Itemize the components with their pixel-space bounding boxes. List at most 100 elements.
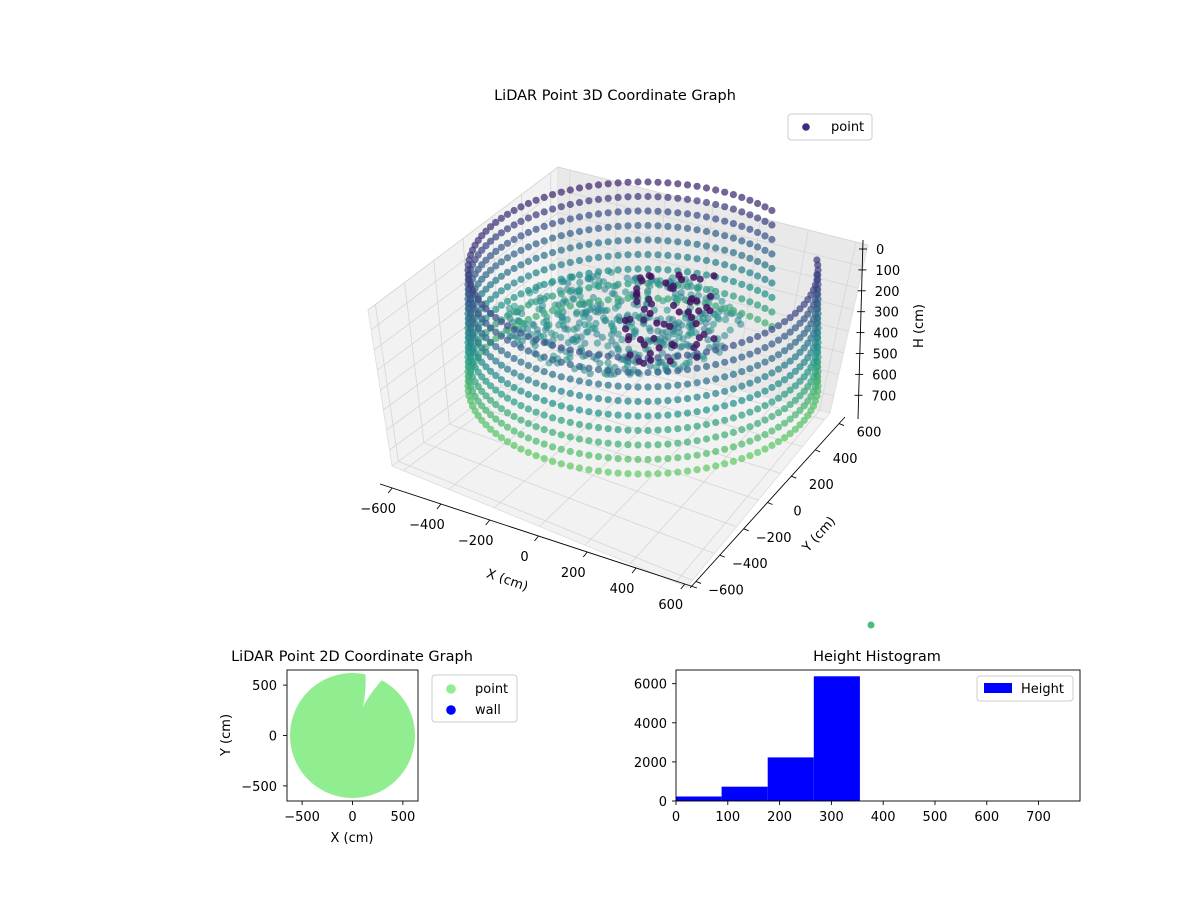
data-point-3d <box>532 365 540 373</box>
data-point-3d <box>754 405 762 413</box>
data-point-3d <box>585 255 593 263</box>
data-point-3d <box>575 362 584 371</box>
data-point-3d <box>540 193 548 201</box>
data-point-3d <box>549 443 557 451</box>
hist-x-tick-label: 700 <box>1026 810 1051 825</box>
data-point-3d <box>594 351 603 359</box>
x-tick-mark <box>534 535 539 542</box>
data-point-3d <box>693 197 701 205</box>
data-point-3d <box>664 368 672 376</box>
data-point-3d <box>774 438 783 446</box>
data-point-3d <box>594 253 603 261</box>
data-point-3d <box>510 340 518 348</box>
data-point-3d <box>645 295 653 303</box>
grid-y-floor <box>398 460 693 581</box>
data-point-3d <box>683 438 692 446</box>
data-point-3d <box>532 283 540 291</box>
data-point-3d <box>572 310 581 318</box>
data-point-3d <box>604 194 612 202</box>
data-point-3d <box>603 306 611 314</box>
data-point-3d <box>524 243 533 251</box>
data-point-3d <box>624 455 632 463</box>
data-point-3d <box>674 180 682 188</box>
data-point-3d <box>503 268 512 276</box>
data-point-3d <box>549 191 557 199</box>
data-point-3d <box>754 257 762 266</box>
y-tick-mark <box>719 554 725 558</box>
data-point-3d <box>674 296 682 304</box>
data-point-3d <box>674 425 682 433</box>
data-point-3d <box>702 242 711 250</box>
data-point-3d <box>683 366 692 374</box>
histogram-bar <box>676 796 722 801</box>
data-point-3d <box>796 377 804 385</box>
data-point-3d <box>800 387 808 395</box>
data-point-3d <box>487 324 495 332</box>
data-point-3d <box>796 334 804 342</box>
data-point-3d <box>614 411 622 419</box>
data-point-3d <box>746 312 754 320</box>
data-point-3d <box>487 295 495 303</box>
data-point-3d <box>517 416 525 424</box>
data-point-3d <box>532 298 540 306</box>
data-point-3d <box>634 368 642 377</box>
data-point-3d <box>582 308 590 316</box>
data-point-3d <box>800 416 808 424</box>
data-point-3d <box>549 370 557 378</box>
data-point-3d <box>557 387 565 395</box>
data-point-3d <box>482 305 490 313</box>
data-point-3d <box>646 309 654 318</box>
data-point-3d <box>721 445 729 453</box>
data-point-3d <box>768 250 776 258</box>
data-point-3d <box>517 261 525 269</box>
data-point-3d <box>497 318 505 326</box>
data-point-3d <box>549 278 557 286</box>
data-point-3d <box>761 246 769 254</box>
data-point-3d <box>761 232 769 240</box>
legend-hist: Height <box>976 675 1074 702</box>
data-point-3d <box>524 332 533 341</box>
data-point-3d <box>549 399 557 407</box>
data-point-3d <box>492 328 500 336</box>
data-point-3d <box>608 331 616 339</box>
data-point-3d <box>524 214 533 222</box>
data-point-3d <box>510 427 518 435</box>
data-point-3d <box>566 273 574 281</box>
data-point-3d <box>644 470 652 478</box>
data-point-3d <box>566 244 574 252</box>
z-tick-label: 400 <box>873 327 898 342</box>
data-point-3d <box>612 341 620 349</box>
data-point-3d <box>618 336 626 344</box>
z-tick-label: 600 <box>872 368 897 383</box>
data-point-3d <box>540 339 548 347</box>
data-point-3d <box>566 186 574 194</box>
data-point-3d <box>482 363 490 371</box>
data-point-3d <box>510 302 519 310</box>
data-point-3d <box>768 308 776 316</box>
data-point-3d <box>761 387 769 395</box>
data-point-3d <box>487 223 495 231</box>
data-point-3d <box>624 251 632 259</box>
data-point-3d <box>624 280 632 288</box>
data-point-3d <box>540 208 548 216</box>
data-point-3d <box>524 315 533 324</box>
data-point-3d <box>668 340 676 349</box>
data-point-3d <box>644 192 652 201</box>
data-point-3d <box>646 362 654 370</box>
z-axis-label-3d: H (cm) <box>912 304 927 348</box>
data-point-3d <box>524 434 533 442</box>
data-point-3d <box>529 320 537 328</box>
data-point-3d <box>675 271 683 279</box>
data-point-3d <box>768 383 776 392</box>
data-point-3d <box>604 296 612 304</box>
data-point-3d <box>754 376 762 384</box>
x-tick-label: 200 <box>561 566 586 581</box>
data-point-3d <box>693 437 701 445</box>
data-point-3d <box>768 412 776 421</box>
data-point-3d <box>644 397 652 406</box>
data-point-3d <box>624 265 632 273</box>
data-point-3d <box>482 285 490 293</box>
data-point-3d <box>604 468 612 476</box>
data-point-3d <box>492 291 500 299</box>
data-point-3d <box>540 440 548 448</box>
